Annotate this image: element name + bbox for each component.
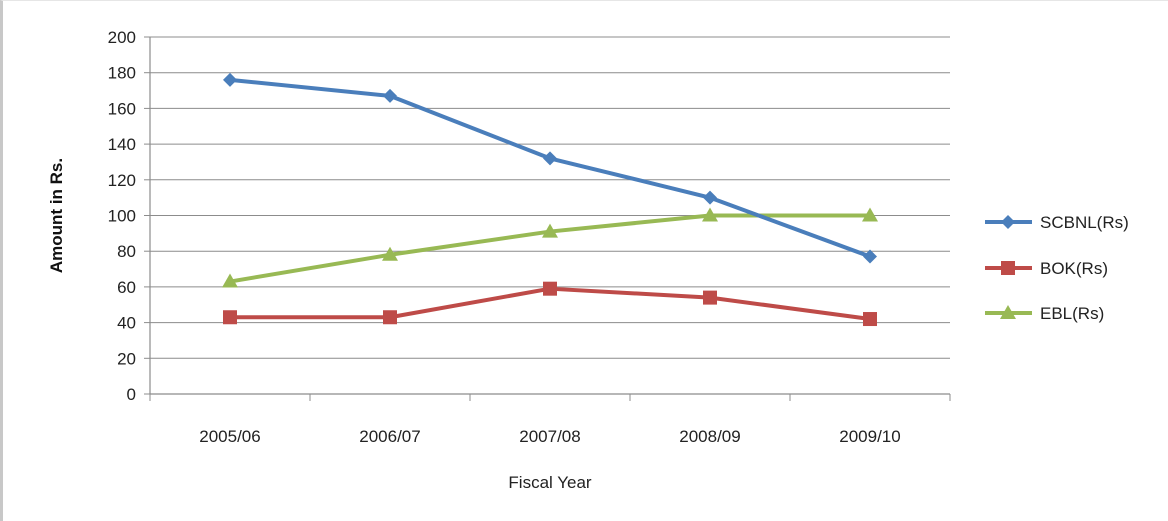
y-axis-title: Amount in Rs.	[47, 158, 66, 273]
legend-item: EBL(Rs)	[985, 304, 1104, 323]
data-point	[703, 290, 717, 305]
y-tick-label: 120	[108, 171, 136, 190]
y-tick-label: 0	[127, 385, 136, 404]
data-point	[222, 273, 238, 288]
x-tick-label: 2007/08	[519, 427, 580, 446]
series-layer	[222, 72, 878, 327]
gridlines	[144, 36, 950, 395]
legend-label: EBL(Rs)	[1040, 304, 1104, 323]
y-tick-label: 200	[108, 28, 136, 47]
data-point	[543, 281, 557, 296]
y-tick-label: 40	[117, 314, 136, 333]
data-point	[703, 190, 717, 205]
y-tick-label: 100	[108, 207, 136, 226]
legend-label: SCBNL(Rs)	[1040, 213, 1129, 232]
data-point	[383, 88, 397, 103]
y-tick-label: 180	[108, 64, 136, 83]
legend-marker	[1000, 305, 1016, 319]
data-point	[223, 72, 237, 87]
series-1	[223, 281, 877, 327]
y-tick-labels: 0 20 40 60 80 100 120 140 160 180 200	[108, 28, 136, 404]
x-axis-title: Fiscal Year	[508, 473, 591, 492]
x-tick-labels: 2005/06 2006/07 2007/08 2008/09 2009/10	[199, 427, 900, 446]
data-point	[223, 310, 237, 325]
x-tick-label: 2006/07	[359, 427, 420, 446]
data-point	[543, 151, 557, 166]
legend-marker	[1001, 215, 1015, 229]
series-0	[223, 72, 877, 264]
data-point	[863, 312, 877, 327]
x-tick-label: 2009/10	[839, 427, 900, 446]
y-tick-label: 80	[117, 242, 136, 261]
data-point	[382, 246, 398, 261]
axes	[149, 37, 951, 401]
legend-marker	[1001, 261, 1015, 275]
data-point	[702, 207, 718, 222]
x-tick-label: 2008/09	[679, 427, 740, 446]
x-tick-label: 2005/06	[199, 427, 260, 446]
legend-item: SCBNL(Rs)	[985, 213, 1129, 232]
data-point	[542, 223, 558, 238]
data-point	[862, 207, 878, 222]
y-tick-label: 60	[117, 278, 136, 297]
series-2	[222, 207, 878, 288]
y-tick-label: 140	[108, 135, 136, 154]
y-tick-label: 20	[117, 349, 136, 368]
data-point	[863, 249, 877, 264]
legend-label: BOK(Rs)	[1040, 259, 1108, 278]
data-point	[383, 310, 397, 325]
legend-item: BOK(Rs)	[985, 259, 1108, 278]
y-tick-label: 160	[108, 99, 136, 118]
legend: SCBNL(Rs) BOK(Rs) EBL(Rs)	[985, 213, 1129, 323]
